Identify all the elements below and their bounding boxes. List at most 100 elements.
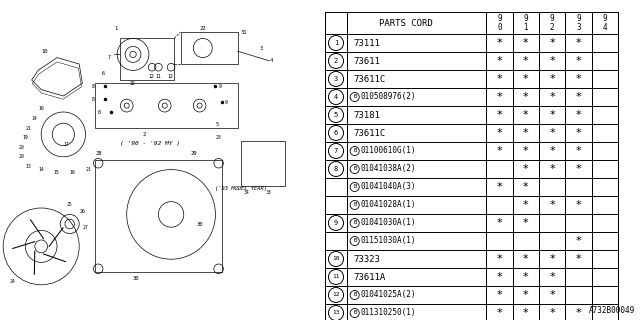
Text: *: * <box>523 290 529 300</box>
Text: 12: 12 <box>149 74 155 79</box>
Text: *: * <box>497 56 502 66</box>
Text: *: * <box>575 200 581 210</box>
Text: *: * <box>523 272 529 282</box>
Text: B: B <box>353 94 356 100</box>
Text: 10: 10 <box>332 257 340 261</box>
Text: *: * <box>497 74 502 84</box>
Text: B: B <box>353 148 356 154</box>
Text: 20: 20 <box>19 145 25 150</box>
Text: 11: 11 <box>332 275 340 279</box>
Text: 22: 22 <box>200 26 206 31</box>
Text: *: * <box>497 38 502 48</box>
Text: 10: 10 <box>41 49 48 54</box>
Text: 33: 33 <box>266 189 272 195</box>
Text: *: * <box>523 38 529 48</box>
Text: 73181: 73181 <box>353 110 380 119</box>
Text: *: * <box>549 92 555 102</box>
Text: 24: 24 <box>10 279 15 284</box>
Text: 19: 19 <box>22 135 28 140</box>
Text: *: * <box>549 272 555 282</box>
Text: 32: 32 <box>130 81 136 86</box>
Text: *: * <box>575 128 581 138</box>
Text: 15: 15 <box>54 170 60 175</box>
Text: *: * <box>497 110 502 120</box>
Text: 16: 16 <box>38 106 44 111</box>
Text: ( '90 - '92 MY ): ( '90 - '92 MY ) <box>120 141 180 147</box>
Text: 73111: 73111 <box>353 38 380 47</box>
Text: *: * <box>549 308 555 318</box>
Text: *: * <box>549 146 555 156</box>
Text: 01151030A(1): 01151030A(1) <box>360 236 416 245</box>
Text: *: * <box>523 218 529 228</box>
Text: B: B <box>353 238 356 244</box>
Text: *: * <box>575 74 581 84</box>
Text: 30: 30 <box>196 221 203 227</box>
Text: 73323: 73323 <box>353 254 380 263</box>
Text: *: * <box>549 56 555 66</box>
Text: 4: 4 <box>269 58 273 63</box>
Text: *: * <box>523 164 529 174</box>
Text: *: * <box>575 56 581 66</box>
Text: *: * <box>575 254 581 264</box>
Text: *: * <box>523 200 529 210</box>
Text: 010508976(2): 010508976(2) <box>360 92 416 101</box>
Text: *: * <box>523 56 529 66</box>
Text: 6: 6 <box>101 71 104 76</box>
Text: 9
4: 9 4 <box>602 14 607 32</box>
Text: *: * <box>523 92 529 102</box>
Text: *: * <box>523 146 529 156</box>
Text: *: * <box>497 272 502 282</box>
Text: 9: 9 <box>334 220 338 226</box>
Text: 01041025A(2): 01041025A(2) <box>360 291 416 300</box>
Text: 14: 14 <box>38 167 44 172</box>
Text: *: * <box>523 182 529 192</box>
Text: *: * <box>549 254 555 264</box>
Text: 21: 21 <box>26 125 31 131</box>
Text: 9: 9 <box>225 100 228 105</box>
Text: 9
0: 9 0 <box>497 14 502 32</box>
Text: *: * <box>575 236 581 246</box>
Text: *: * <box>523 128 529 138</box>
Text: 12: 12 <box>168 74 173 79</box>
Text: 73611C: 73611C <box>353 129 385 138</box>
Text: 8: 8 <box>92 97 95 102</box>
Text: B: B <box>353 220 356 226</box>
Text: 13: 13 <box>26 164 31 169</box>
Text: B: B <box>353 292 356 298</box>
Text: 01041038A(2): 01041038A(2) <box>360 164 416 173</box>
Text: *: * <box>497 182 502 192</box>
Text: *: * <box>549 290 555 300</box>
Text: *: * <box>549 110 555 120</box>
Text: 5: 5 <box>334 112 338 118</box>
Text: *: * <box>497 92 502 102</box>
Text: B: B <box>353 185 356 189</box>
Text: 9
3: 9 3 <box>576 14 580 32</box>
Text: *: * <box>575 38 581 48</box>
Text: 9
2: 9 2 <box>550 14 554 32</box>
Text: *: * <box>523 308 529 318</box>
Text: 28: 28 <box>95 151 102 156</box>
Text: *: * <box>497 290 502 300</box>
Text: *: * <box>575 164 581 174</box>
Text: 14: 14 <box>32 116 37 121</box>
Text: 9
1: 9 1 <box>524 14 528 32</box>
Text: A732B00049: A732B00049 <box>589 306 635 315</box>
Text: 8: 8 <box>334 166 338 172</box>
Text: 12: 12 <box>332 292 340 298</box>
Text: 17: 17 <box>63 141 69 147</box>
Text: B: B <box>353 203 356 207</box>
Text: *: * <box>575 92 581 102</box>
Text: *: * <box>575 146 581 156</box>
Text: *: * <box>523 110 529 120</box>
Text: 30: 30 <box>133 276 140 281</box>
Text: 29: 29 <box>190 151 196 156</box>
Text: 01041030A(1): 01041030A(1) <box>360 219 416 228</box>
Text: 1: 1 <box>334 40 338 46</box>
Text: 5: 5 <box>216 122 219 127</box>
Text: *: * <box>575 110 581 120</box>
Text: *: * <box>549 164 555 174</box>
Text: 73611C: 73611C <box>353 75 385 84</box>
Text: 3: 3 <box>260 45 263 51</box>
Text: *: * <box>549 38 555 48</box>
Text: 4: 4 <box>334 94 338 100</box>
